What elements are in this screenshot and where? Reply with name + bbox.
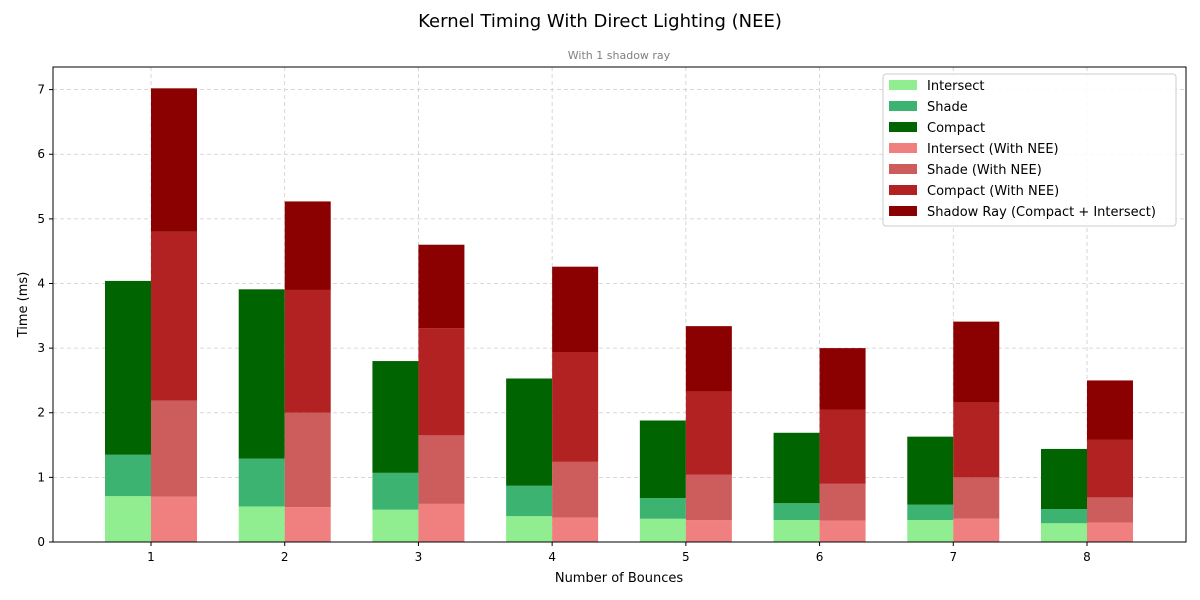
bar-segment-nee-3	[552, 266, 599, 352]
bar-segment-nee-3	[1087, 380, 1133, 440]
bar-segment-nee-2	[552, 352, 599, 462]
bar-segment-nee-1	[284, 412, 331, 508]
legend-label: Intersect	[927, 79, 985, 94]
bars	[105, 88, 1133, 542]
y-axis-label: Time (ms)	[16, 272, 31, 339]
legend-label: Intersect (With NEE)	[927, 142, 1059, 157]
y-tick-label: 6	[37, 147, 45, 161]
legend-label: Compact (With NEE)	[927, 184, 1059, 199]
chart-title: Kernel Timing With Direct Lighting (NEE)	[418, 11, 782, 32]
y-tick-label: 1	[37, 470, 45, 484]
bar-segment-nee-1	[1087, 497, 1133, 523]
bar-segment-nee-2	[953, 402, 1000, 478]
bar-segment-nee-0	[685, 520, 732, 542]
x-tick-label: 1	[147, 550, 155, 564]
bar-segment-nee-1	[151, 400, 197, 497]
bar-segment-base-2	[372, 361, 419, 473]
bar-segment-base-0	[907, 520, 954, 542]
bar-segment-base-1	[372, 472, 419, 510]
bar-segment-nee-2	[418, 328, 465, 436]
bar-segment-nee-1	[953, 477, 1000, 519]
bar-segment-nee-3	[953, 321, 1000, 403]
x-tick-label: 4	[548, 550, 556, 564]
bar-segment-base-0	[105, 496, 151, 542]
bar-segment-nee-3	[819, 348, 866, 410]
y-tick-label: 2	[37, 406, 45, 420]
bar-segment-base-0	[773, 520, 820, 542]
legend-label: Compact	[927, 121, 985, 136]
bar-segment-base-2	[639, 420, 686, 499]
bar-segment-nee-3	[284, 201, 331, 290]
bar-segment-nee-0	[552, 517, 599, 542]
bar-segment-nee-0	[1087, 522, 1133, 542]
bar-segment-nee-2	[284, 289, 331, 413]
legend-swatch	[889, 185, 917, 195]
bar-segment-base-0	[506, 516, 553, 542]
legend-label: Shadow Ray (Compact + Intersect)	[927, 205, 1156, 220]
bar-segment-base-0	[1041, 523, 1087, 542]
plot-frame	[52, 66, 1187, 543]
legend-swatch	[889, 143, 917, 153]
bar-segment-base-1	[907, 504, 954, 521]
legend: Intersect Shade Compact Intersect (With NEE…	[882, 73, 1177, 227]
bar-segment-nee-3	[418, 244, 465, 329]
bar-segment-nee-2	[685, 391, 732, 475]
y-tick-label: 5	[37, 212, 45, 226]
legend-label: Shade	[927, 100, 968, 115]
legend-swatch	[889, 101, 917, 111]
ticks: 0 1 2 3 4 5 6 7 1 2 3 4 5 6 7 8	[37, 83, 1090, 564]
bar-segment-nee-2	[151, 231, 197, 401]
legend-box	[882, 73, 1177, 227]
bar-segment-nee-0	[819, 520, 866, 542]
chart-subtitle: With 1 shadow ray	[568, 49, 671, 62]
legend-label: Shade (With NEE)	[927, 163, 1042, 178]
bar-segment-base-2	[238, 289, 285, 459]
bar-segment-nee-0	[953, 518, 1000, 542]
bar-segment-nee-0	[151, 496, 197, 542]
bar-segment-nee-3	[685, 326, 732, 392]
bar-segment-nee-1	[418, 435, 465, 504]
bar-segment-nee-1	[819, 483, 866, 521]
bar-segment-base-2	[907, 436, 954, 505]
x-tick-label: 7	[949, 550, 957, 564]
legend-swatch	[889, 80, 917, 90]
x-tick-label: 3	[415, 550, 423, 564]
bar-segment-nee-2	[1087, 439, 1133, 498]
bar-segment-base-2	[105, 280, 151, 455]
x-tick-label: 5	[682, 550, 690, 564]
bar-segment-base-2	[773, 432, 820, 504]
bar-segment-nee-2	[819, 409, 866, 484]
bar-segment-base-1	[639, 498, 686, 519]
bar-segment-nee-0	[284, 507, 331, 542]
bar-segment-base-0	[238, 506, 285, 542]
y-tick-label: 3	[37, 341, 45, 355]
bar-segment-base-1	[238, 458, 285, 507]
bar-segment-nee-0	[418, 503, 465, 542]
legend-swatch	[889, 122, 917, 132]
legend-swatch	[889, 164, 917, 174]
bar-segment-nee-3	[151, 88, 197, 232]
x-tick-label: 2	[281, 550, 289, 564]
y-tick-label: 4	[37, 276, 45, 290]
bar-segment-base-1	[773, 503, 820, 521]
bar-segment-nee-1	[685, 474, 732, 521]
bar-segment-base-2	[1041, 448, 1087, 510]
legend-swatch	[889, 206, 917, 216]
x-tick-label: 6	[816, 550, 824, 564]
bar-segment-base-1	[1041, 509, 1087, 524]
bar-segment-nee-1	[552, 461, 599, 518]
bar-segment-base-0	[372, 509, 419, 542]
bar-segment-base-2	[506, 378, 553, 486]
bar-segment-base-0	[639, 518, 686, 542]
x-axis-label: Number of Bounces	[555, 571, 684, 586]
y-tick-label: 7	[37, 83, 45, 97]
bar-segment-base-1	[105, 454, 151, 497]
x-tick-label: 8	[1083, 550, 1091, 564]
y-tick-label: 0	[37, 535, 45, 549]
bar-segment-base-1	[506, 485, 553, 517]
